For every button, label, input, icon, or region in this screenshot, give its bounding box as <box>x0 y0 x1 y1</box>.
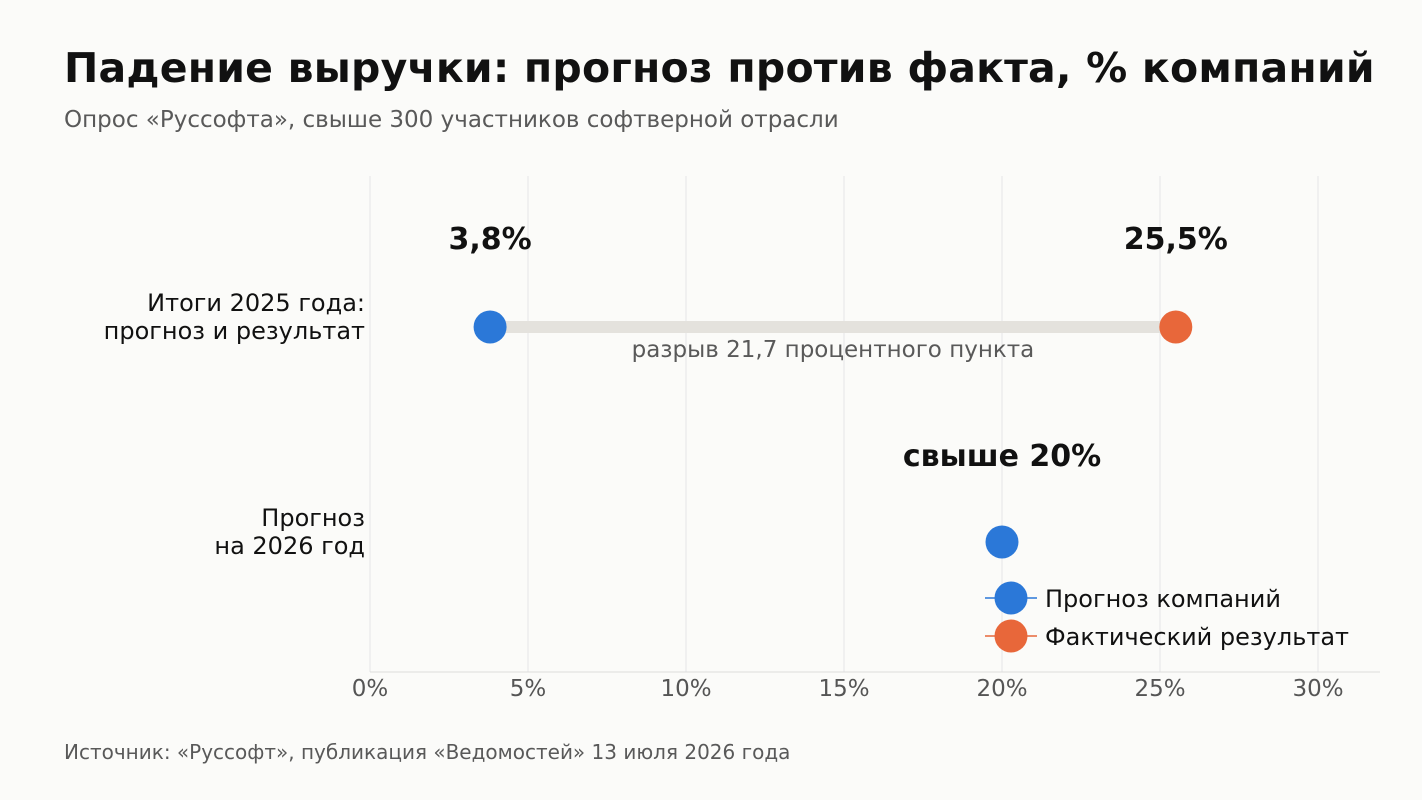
data-label-actual-2025: 25,5% <box>1124 222 1228 257</box>
x-tick-label: 30% <box>1292 676 1343 702</box>
legend-label: Фактический результат <box>1045 623 1349 651</box>
legend-label: Прогноз компаний <box>1045 585 1281 613</box>
x-tick-label: 5% <box>510 676 547 702</box>
category-label: Прогноз <box>261 504 365 532</box>
chart-title: Падение выручки: прогноз против факта, %… <box>64 44 1375 92</box>
forecast-point-2026 <box>985 525 1019 559</box>
gap-annotation: разрыв 21,7 процентного пункта <box>632 337 1035 363</box>
category-label: прогноз и результат <box>104 317 365 345</box>
category-label: Итоги 2025 года: <box>147 289 365 317</box>
x-tick-label: 10% <box>660 676 711 702</box>
marks-layer <box>473 310 1193 559</box>
x-tick-labels: 0% 5% 10% 15% 20% 25% 30% <box>352 676 1344 702</box>
data-label-forecast-2025: 3,8% <box>448 222 531 257</box>
data-label-forecast-2026: свыше 20% <box>903 439 1101 474</box>
forecast-point-2025 <box>473 310 507 344</box>
legend-marker <box>994 581 1028 615</box>
x-tick-label: 15% <box>818 676 869 702</box>
category-labels: Итоги 2025 года:прогноз и результат Прогн… <box>104 289 365 560</box>
category-label: на 2026 год <box>214 532 365 560</box>
grid-layer <box>369 176 1319 672</box>
legend: Прогноз компаний Фактический результат <box>985 581 1349 653</box>
chart-subtitle: Опрос «Руссофта», свыше 300 участников с… <box>64 107 839 133</box>
source-note: Источник: «Руссофт», публикация «Ведомос… <box>64 740 791 764</box>
data-labels-layer: 3,8% 25,5% свыше 20% разрыв 21,7 процентног… <box>448 222 1227 474</box>
legend-marker <box>994 619 1028 653</box>
actual-point-2025 <box>1159 310 1193 344</box>
x-tick-label: 25% <box>1134 676 1185 702</box>
x-tick-label: 20% <box>976 676 1027 702</box>
x-tick-label: 0% <box>352 676 389 702</box>
